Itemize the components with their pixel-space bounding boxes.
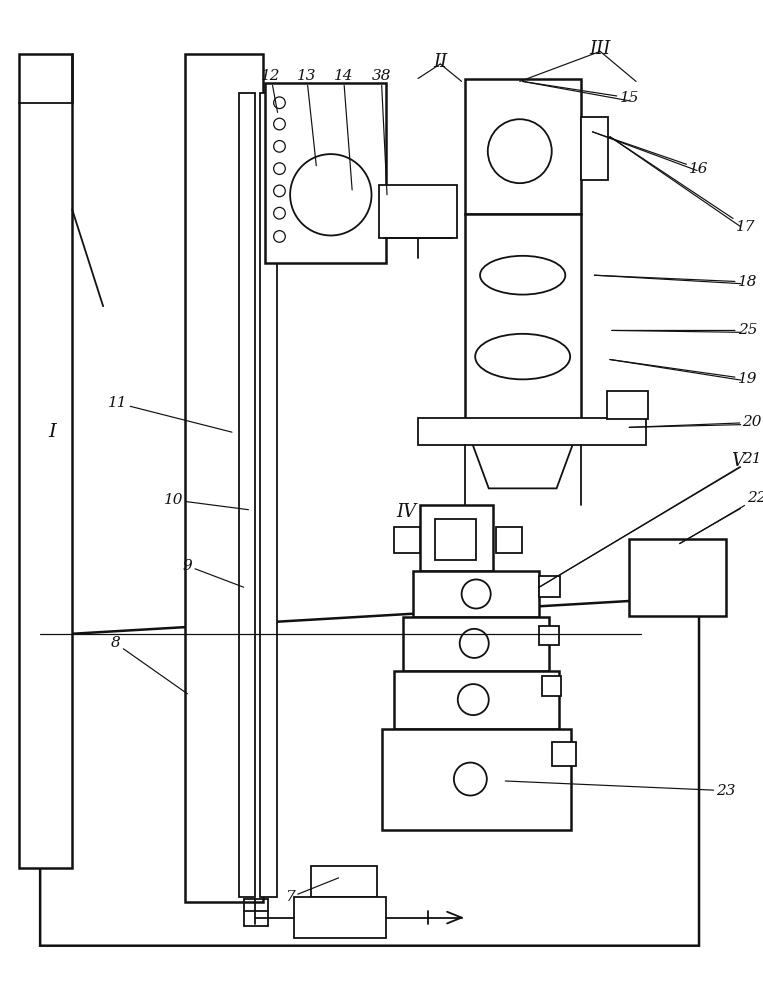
Text: 16: 16	[592, 132, 709, 176]
Text: 38: 38	[372, 69, 391, 195]
Bar	[379, 185, 457, 238]
Text: 17: 17	[610, 137, 755, 234]
Polygon shape	[40, 597, 699, 946]
Bar	[311, 866, 378, 897]
Bar	[382, 729, 571, 830]
Bar	[185, 54, 263, 902]
Text: 14: 14	[333, 69, 353, 190]
Bar	[552, 742, 576, 766]
Text: V: V	[731, 452, 744, 470]
Bar	[436, 519, 476, 560]
Bar	[539, 576, 561, 597]
Text: 19: 19	[610, 360, 757, 386]
Bar	[418, 418, 645, 445]
Text: 12: 12	[261, 69, 281, 112]
Text: 21: 21	[539, 452, 762, 587]
Bar	[539, 626, 559, 645]
Bar	[265, 83, 386, 263]
Bar	[239, 93, 256, 897]
Bar	[607, 391, 648, 419]
Text: 7: 7	[285, 878, 339, 904]
Bar	[404, 617, 549, 671]
Bar	[260, 93, 276, 897]
Text: 11: 11	[108, 396, 232, 432]
Text: 9: 9	[182, 559, 243, 587]
Bar	[294, 897, 386, 938]
Text: I: I	[48, 423, 56, 441]
Text: 25: 25	[612, 323, 757, 337]
Text: 15: 15	[523, 81, 639, 105]
Bar	[19, 54, 72, 868]
Bar	[465, 214, 581, 422]
Polygon shape	[465, 422, 581, 488]
Bar	[414, 571, 539, 617]
Bar	[542, 676, 562, 696]
Text: 13: 13	[297, 69, 317, 166]
Text: 22: 22	[680, 491, 763, 544]
Text: IV: IV	[396, 503, 417, 521]
Text: 8: 8	[111, 636, 188, 694]
Text: III: III	[590, 40, 611, 58]
Text: 18: 18	[594, 275, 757, 289]
Bar	[495, 527, 522, 553]
Bar	[629, 539, 726, 616]
Bar	[394, 527, 420, 553]
Bar	[465, 79, 581, 214]
Text: II: II	[433, 53, 447, 71]
Text: 20: 20	[629, 415, 762, 429]
Bar	[581, 117, 608, 180]
Text: 23: 23	[505, 781, 736, 798]
Bar	[394, 671, 559, 729]
Text: 10: 10	[164, 493, 249, 510]
Bar	[420, 505, 493, 571]
